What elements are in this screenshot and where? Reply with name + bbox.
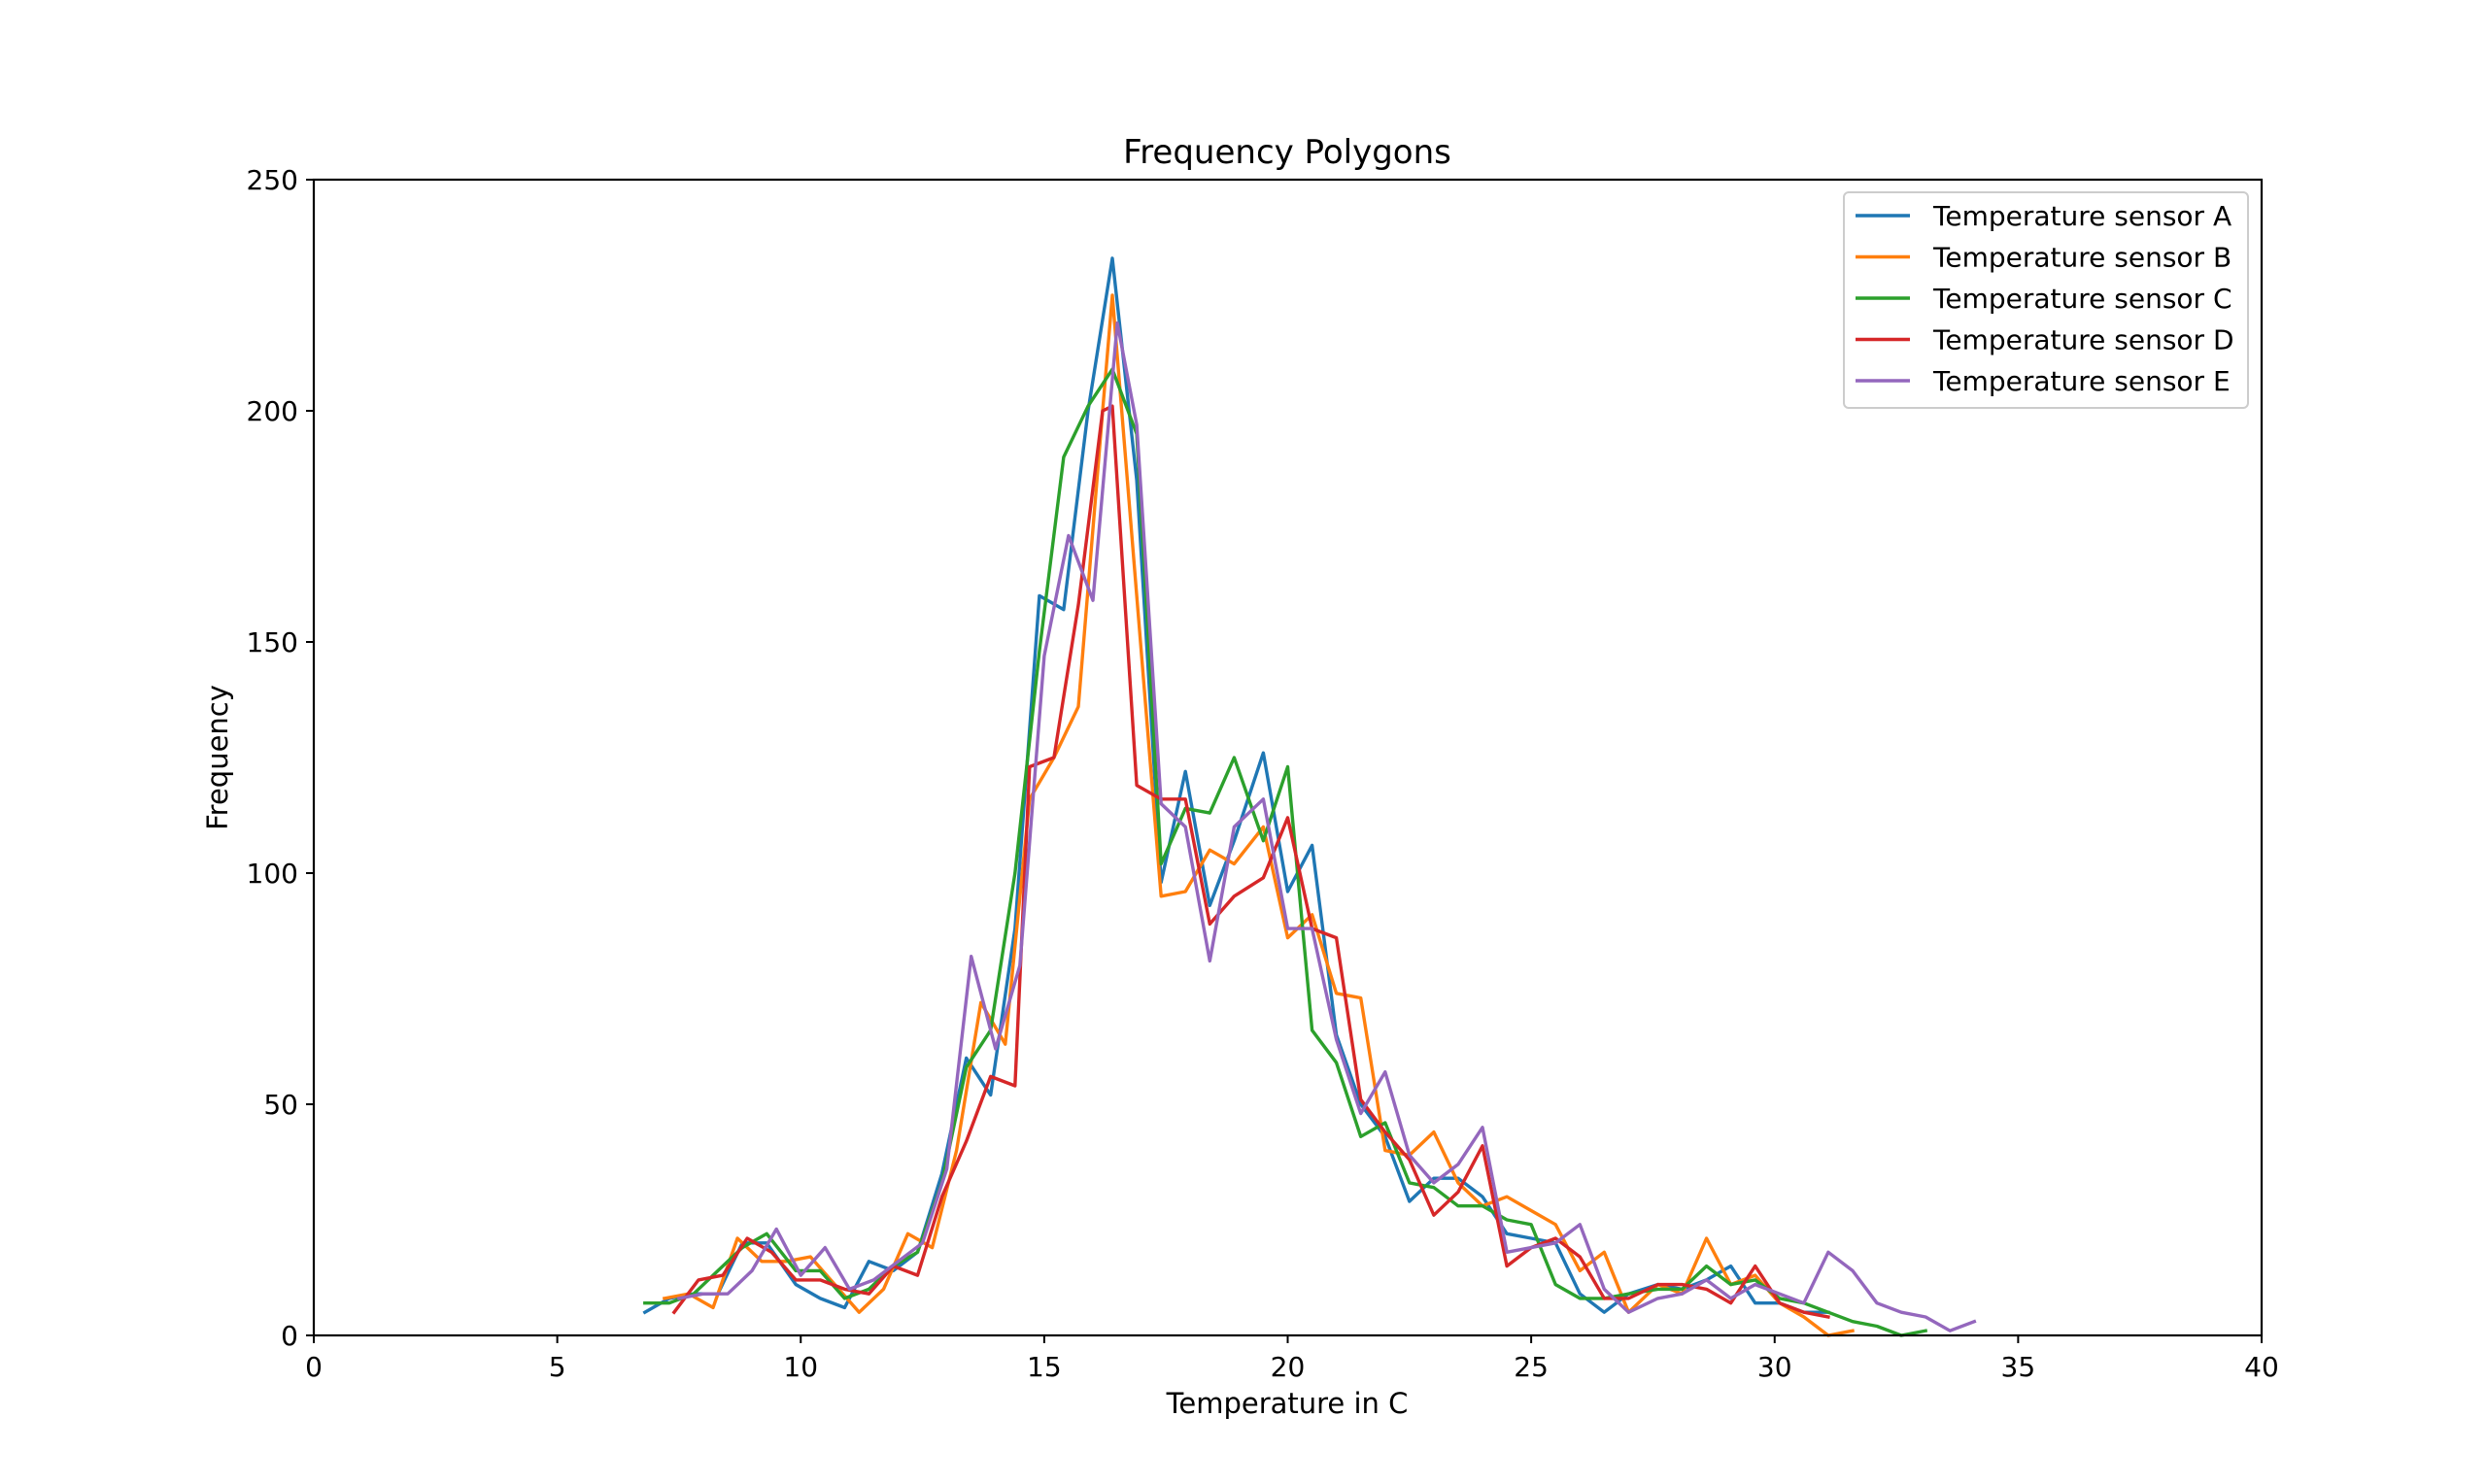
legend-label-1: Temperature sensor A [1932,200,2231,232]
x-tick-label: 15 [1027,1351,1062,1383]
legend-label-3: Temperature sensor C [1932,283,2232,315]
y-axis-title: Frequency [201,685,234,830]
x-axis-title: Temperature in C [1166,1387,1409,1420]
x-tick-label: 5 [549,1351,566,1383]
x-tick-label: 40 [2244,1351,2279,1383]
plot-area-frame [312,178,2264,1337]
y-tick-label: 200 [247,395,298,427]
legend-label-2: Temperature sensor B [1932,242,2231,274]
y-tick-label: 150 [247,626,298,658]
y-axis-ticks: 0 50 100 150 200 250 [247,164,314,1352]
series-line-4 [671,404,1830,1319]
legend-box [1843,191,2249,409]
x-axis-ticks: 0 5 10 15 20 25 30 35 40 [305,1335,2279,1383]
x-tick-label: 35 [2001,1351,2036,1383]
legend-label-4: Temperature sensor D [1932,324,2234,356]
x-tick-label: 30 [1757,1351,1792,1383]
legend: Temperature sensor A Temperature sensor B… [1843,191,2249,409]
chart-title: Frequency Polygons [1123,133,1451,172]
x-tick-label: 0 [305,1351,323,1383]
y-tick-label: 50 [263,1089,298,1121]
legend-label-5: Temperature sensor E [1932,365,2231,397]
series-line-5 [676,320,1977,1332]
x-tick-label: 10 [783,1351,818,1383]
y-tick-label: 100 [247,858,298,890]
y-tick-label: 250 [247,164,298,196]
x-tick-label: 20 [1271,1351,1306,1383]
y-tick-label: 0 [281,1320,298,1352]
x-tick-label: 25 [1514,1351,1549,1383]
series-lines [642,256,1977,1337]
